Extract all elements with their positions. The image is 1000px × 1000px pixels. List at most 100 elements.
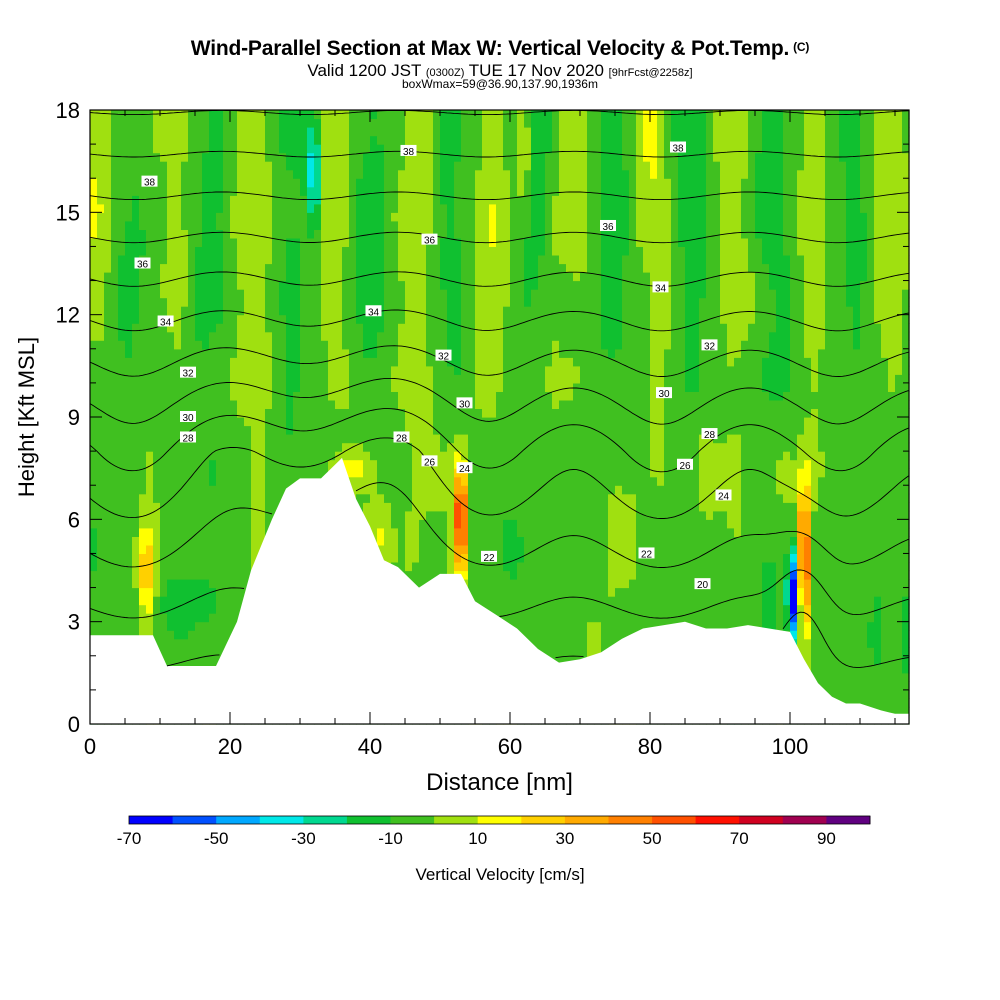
velocity-cell (132, 229, 140, 239)
velocity-cell (545, 255, 553, 265)
velocity-cell (349, 357, 357, 367)
velocity-cell (356, 391, 364, 401)
velocity-cell (384, 229, 392, 239)
velocity-cell (125, 178, 133, 188)
velocity-cell (125, 127, 133, 137)
velocity-cell (377, 502, 385, 512)
velocity-cell (398, 365, 406, 375)
velocity-cell (503, 237, 511, 247)
velocity-cell (167, 391, 175, 401)
velocity-cell (132, 510, 140, 520)
velocity-cell (566, 152, 574, 162)
velocity-cell (307, 391, 315, 401)
velocity-cell (524, 280, 532, 290)
velocity-cell (468, 391, 476, 401)
velocity-cell (181, 297, 189, 307)
velocity-cell (419, 579, 427, 589)
velocity-cell (468, 570, 476, 580)
velocity-cell (475, 476, 483, 486)
velocity-cell (370, 434, 378, 444)
velocity-cell (503, 613, 511, 623)
velocity-cell (223, 246, 231, 256)
velocity-cell (538, 630, 546, 640)
velocity-cell (377, 110, 385, 120)
velocity-cell (524, 323, 532, 333)
velocity-cell (342, 186, 350, 196)
velocity-cell (209, 536, 217, 546)
velocity-cell (258, 331, 266, 341)
velocity-cell (181, 459, 189, 469)
velocity-cell (496, 510, 504, 520)
velocity-cell (377, 255, 385, 265)
velocity-cell (160, 263, 168, 273)
velocity-cell (468, 348, 476, 358)
velocity-cell (391, 229, 399, 239)
velocity-cell (216, 604, 224, 614)
velocity-cell (440, 169, 448, 179)
velocity-cell (517, 596, 525, 606)
velocity-cell (566, 425, 574, 435)
velocity-cell (181, 399, 189, 409)
velocity-cell (517, 340, 525, 350)
velocity-cell (363, 169, 371, 179)
velocity-cell (216, 399, 224, 409)
velocity-cell (300, 255, 308, 265)
velocity-cell (342, 229, 350, 239)
velocity-cell (286, 195, 294, 205)
velocity-cell (475, 161, 483, 171)
velocity-cell (300, 246, 308, 256)
velocity-cell (209, 510, 217, 520)
velocity-cell (468, 331, 476, 341)
velocity-cell (412, 417, 420, 427)
velocity-cell (167, 647, 175, 657)
velocity-cell (160, 169, 168, 179)
velocity-cell (531, 493, 539, 503)
velocity-cell (356, 263, 364, 273)
velocity-cell (363, 331, 371, 341)
velocity-cell (104, 263, 112, 273)
velocity-cell (538, 178, 546, 188)
velocity-cell (559, 212, 567, 222)
velocity-cell (244, 510, 252, 520)
velocity-cell (475, 144, 483, 154)
velocity-cell (251, 399, 259, 409)
velocity-cell (90, 553, 98, 563)
velocity-cell (223, 519, 231, 529)
velocity-cell (524, 144, 532, 154)
velocity-cell (125, 365, 133, 375)
velocity-cell (230, 255, 238, 265)
velocity-cell (167, 306, 175, 316)
velocity-cell (398, 135, 406, 145)
velocity-cell (342, 451, 350, 461)
velocity-cell (104, 237, 112, 247)
velocity-cell (433, 178, 441, 188)
velocity-cell (552, 297, 560, 307)
velocity-cell (566, 630, 574, 640)
velocity-cell (384, 382, 392, 392)
velocity-cell (384, 348, 392, 358)
velocity-cell (104, 169, 112, 179)
velocity-cell (510, 186, 518, 196)
velocity-cell (356, 127, 364, 137)
velocity-cell (517, 237, 525, 247)
velocity-cell (384, 161, 392, 171)
velocity-cell (307, 203, 315, 213)
velocity-cell (111, 314, 119, 324)
velocity-cell (202, 297, 210, 307)
velocity-cell (188, 485, 196, 495)
velocity-cell (503, 186, 511, 196)
velocity-cell (104, 348, 112, 358)
velocity-cell (265, 297, 273, 307)
velocity-cell (279, 135, 287, 145)
velocity-cell (111, 169, 119, 179)
velocity-cell (272, 144, 280, 154)
velocity-cell (363, 476, 371, 486)
velocity-cell (356, 417, 364, 427)
velocity-cell (391, 118, 399, 128)
velocity-cell (510, 110, 518, 120)
velocity-cell (251, 357, 259, 367)
velocity-cell (174, 212, 182, 222)
velocity-cell (97, 476, 105, 486)
velocity-cell (146, 340, 154, 350)
velocity-cell (90, 510, 98, 520)
